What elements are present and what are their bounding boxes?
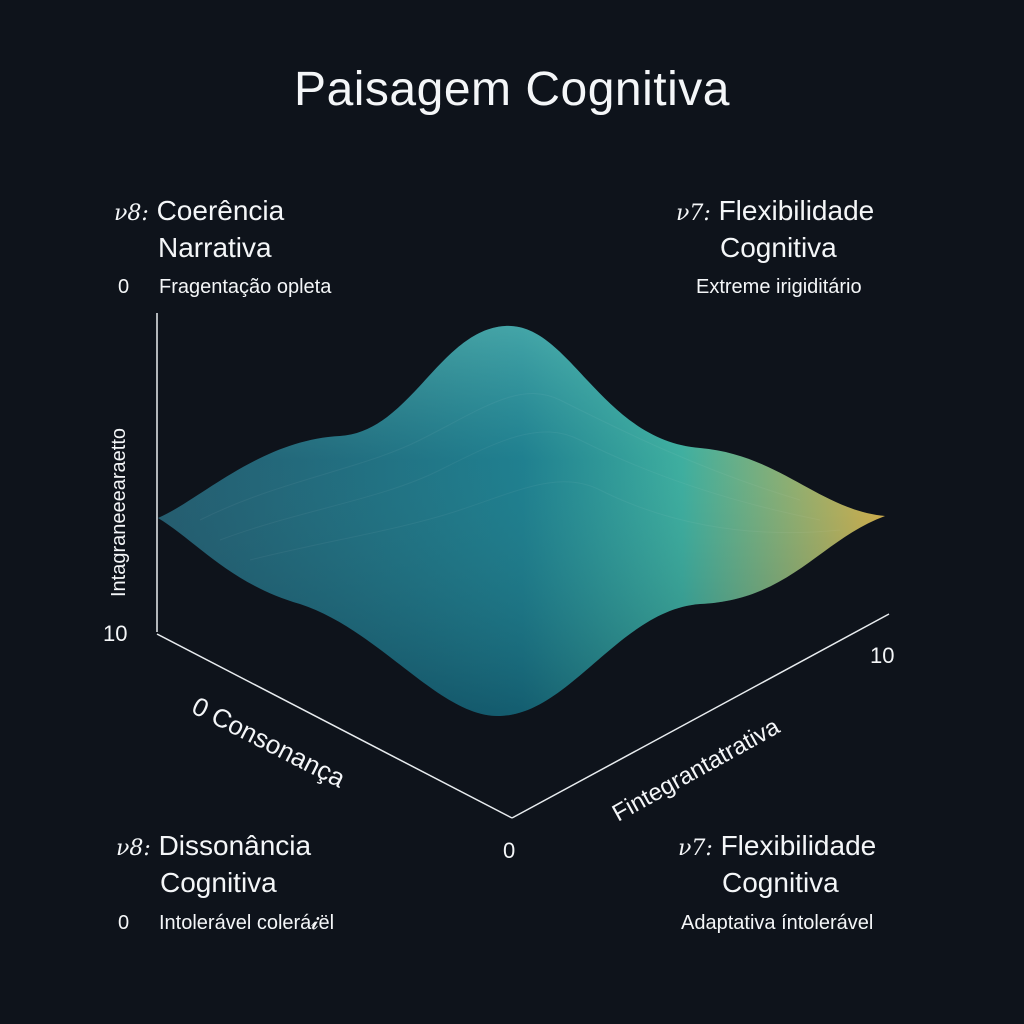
y-axis-label: Fintegrantatrativa [608, 713, 785, 827]
bottom-left-label: ν8: Dissonância Cognitiva [116, 829, 311, 900]
top-right-code: ν7: [676, 201, 711, 226]
top-left-subtitle: Fragentação opleta [159, 276, 332, 298]
z-tick-10: 10 [103, 621, 127, 646]
chart-title: Paisagem Cognitiva [294, 63, 730, 116]
surface-shading [158, 325, 885, 717]
bottom-right-code: ν7: [678, 836, 713, 861]
bottom-right-subtitle: Adaptativa íntolerável [681, 912, 874, 934]
top-left-zero: 0 [118, 276, 130, 298]
top-left-line1: Coerência [156, 195, 285, 226]
surface-contours [199, 393, 841, 561]
top-right-label: ν7: Flexibilidade Cognitiva [676, 194, 874, 265]
x-axis-line [156, 633, 513, 819]
bottom-left-code: ν8: [116, 836, 151, 861]
bottom-left-line2: Cognitiva [160, 867, 277, 898]
z-axis-label: Intagraneeearaetto [108, 428, 130, 597]
top-right-line1: Flexibilidade [718, 195, 875, 226]
bottom-right-line1: Flexibilidade [720, 830, 877, 861]
top-left-line2: Narrativa [158, 232, 272, 263]
top-right-subtitle: Extreme irigiditário [696, 276, 862, 298]
y-axis-line [511, 613, 890, 819]
bottom-left-zero: 0 [118, 912, 130, 934]
bottom-right-label: ν7: Flexibilidade Cognitiva [678, 829, 876, 900]
y-tick-10: 10 [870, 643, 894, 668]
bottom-left-line1: Dissonância [158, 830, 312, 861]
bottom-right-line2: Cognitiva [722, 867, 839, 898]
bottom-left-subtitle: Intolerável colerá𝓲ël [159, 912, 335, 934]
x-axis-label: 0 Consonança [187, 691, 351, 794]
top-left-label: ν8: Coerência Narrativa [114, 194, 284, 265]
origin-tick-0: 0 [503, 838, 515, 863]
top-right-line2: Cognitiva [720, 232, 837, 263]
top-left-code: ν8: [114, 201, 149, 226]
